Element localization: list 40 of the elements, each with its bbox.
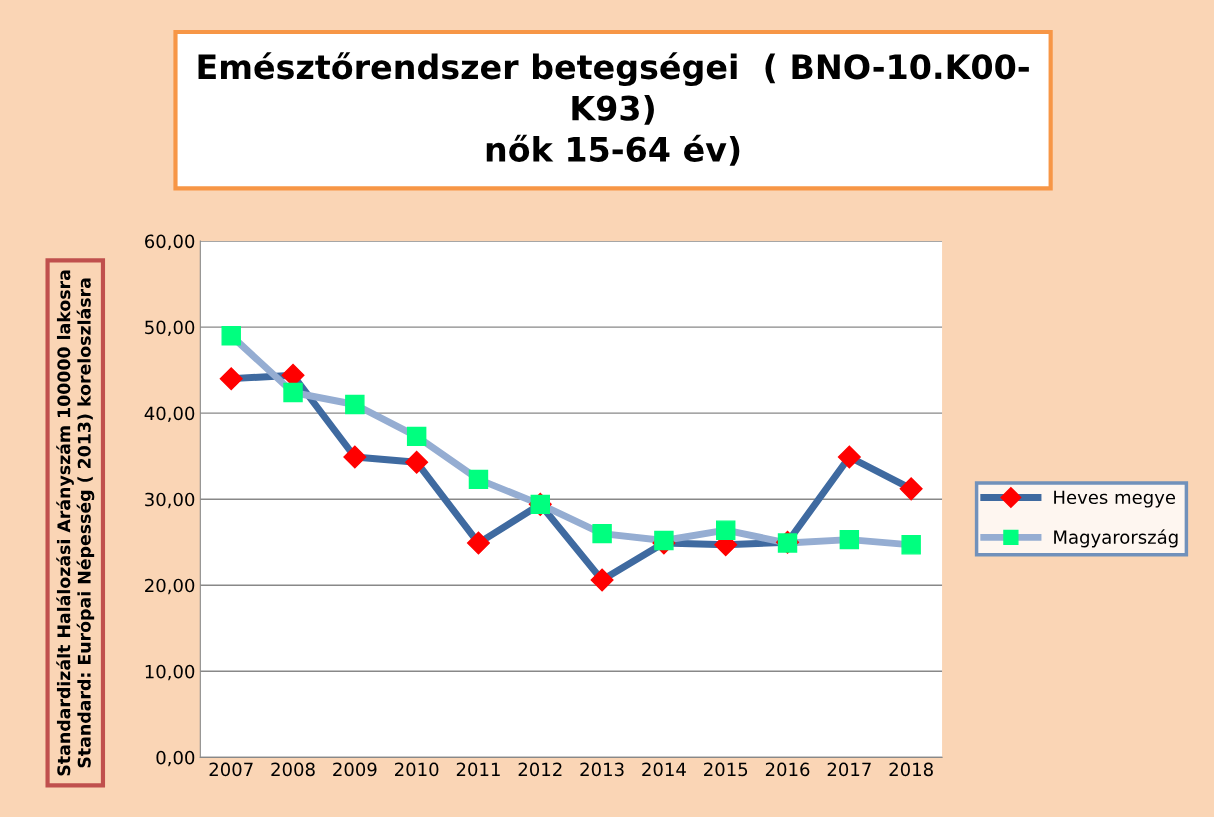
- point: [219, 367, 243, 391]
- point: [283, 382, 303, 403]
- x-tick-label: 2013: [580, 762, 624, 777]
- point: [345, 394, 365, 415]
- point: [837, 445, 861, 469]
- x-tick-label: 2012: [518, 762, 562, 777]
- legend-label: Heves megye: [1054, 490, 1176, 508]
- point: [468, 469, 489, 490]
- point: [839, 529, 860, 550]
- point: [654, 530, 674, 551]
- y-tick-label: 60,00: [145, 234, 195, 250]
- point: [405, 450, 429, 474]
- point: [901, 535, 921, 555]
- y-tick-label: 0,00: [156, 750, 195, 767]
- chart-title: Emésztőrendszer betegségei ( BNO-10.K00- K93) nők 15-64 év): [198, 52, 1029, 166]
- x-tick-label: 2018: [889, 762, 933, 777]
- y-tick-label: 20,00: [145, 578, 195, 595]
- y-tick-label: 40,00: [144, 406, 195, 423]
- point: [406, 426, 427, 447]
- point: [221, 325, 241, 346]
- point: [899, 477, 923, 501]
- x-tick-label: 2009: [333, 762, 377, 777]
- point: [715, 520, 736, 540]
- point: [466, 531, 490, 555]
- x-tick-label: 2015: [704, 762, 748, 777]
- point: [343, 445, 367, 469]
- x-tick-label: 2017: [827, 762, 871, 777]
- x-tick-label: 2011: [456, 762, 500, 777]
- point: [592, 523, 612, 544]
- x-tick-label: 2014: [642, 762, 686, 777]
- x-tick-label: 2008: [271, 762, 315, 777]
- y-tick-label: 50,00: [145, 320, 195, 337]
- y-tick-label: 30,00: [145, 492, 195, 509]
- x-tick-label: 2007: [209, 762, 253, 777]
- point: [590, 568, 614, 592]
- y-axis-title: Standardizált Halálozási Arányszám 100000 lakosra Standard: Európai Népesség ( 2013) koreloszlásra: [56, 270, 95, 776]
- legend-label: Magyarország: [1054, 529, 1178, 548]
- x-tick-label: 2010: [395, 762, 439, 777]
- x-tick-label: 2016: [765, 762, 810, 777]
- y-tick-label: 10,00: [145, 664, 195, 681]
